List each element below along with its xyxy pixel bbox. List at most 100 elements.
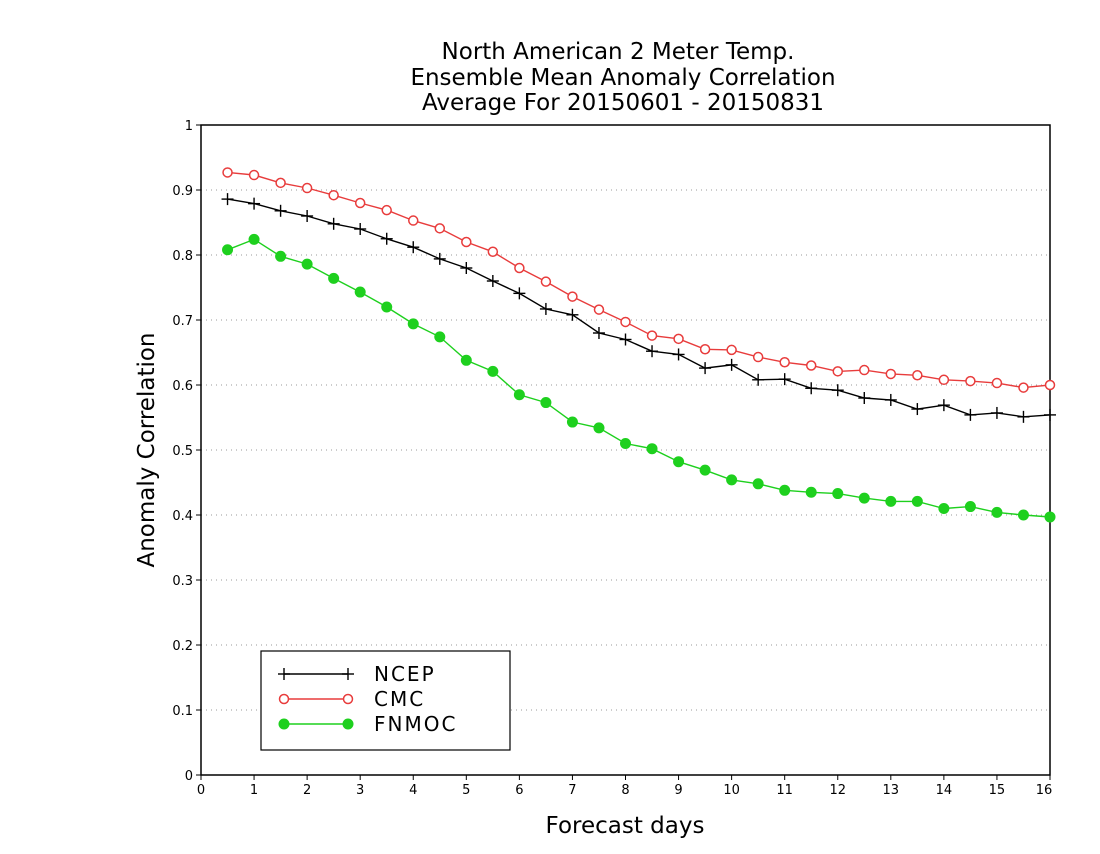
ncep-point: [274, 204, 287, 217]
ncep-point: [566, 308, 579, 321]
ncep-point: [884, 393, 897, 406]
x-tick-label: 4: [409, 783, 417, 798]
fnmoc-point: [726, 474, 738, 486]
cmc-point: [328, 189, 339, 201]
ncep-point: [990, 406, 1003, 419]
y-tick-label: 1: [185, 119, 193, 134]
ncep-point: [778, 373, 791, 386]
cmc-point: [275, 177, 286, 189]
legend-item-ncep: NCEP: [278, 662, 436, 686]
x-axis-title: Forecast days: [546, 813, 705, 839]
x-tick-label: 3: [356, 783, 364, 798]
chart-title-line-2: Ensemble Mean Anomaly Correlation: [410, 65, 835, 91]
series-fnmoc: [222, 233, 1056, 523]
cmc-point: [514, 262, 525, 274]
legend-marker-cmc: [278, 693, 290, 705]
x-tick-label: 16: [1036, 783, 1053, 798]
ncep-point: [1017, 410, 1030, 423]
fnmoc-point: [222, 244, 234, 256]
cmc-point: [222, 167, 233, 178]
ncep-point: [592, 327, 605, 339]
ncep-point: [513, 287, 526, 300]
y-tick-label: 0: [185, 769, 193, 784]
cmc-point: [408, 215, 419, 226]
data-series: [221, 167, 1056, 523]
ncep-point: [380, 232, 393, 245]
fnmoc-point: [434, 331, 446, 343]
cmc-point: [726, 344, 737, 356]
x-tick-label: 15: [989, 783, 1006, 798]
fnmoc-point: [407, 318, 419, 330]
ncep-point: [1044, 408, 1056, 421]
fnmoc-point: [699, 464, 711, 476]
cmc-point: [381, 204, 392, 216]
y-tick-label: 0.5: [172, 444, 193, 459]
ncep-point: [301, 210, 314, 222]
cmc-point: [646, 330, 658, 341]
x-tick-label: 11: [776, 783, 793, 798]
legend-label-fnmoc: FNMOC: [374, 712, 457, 736]
cmc-point: [752, 351, 764, 363]
fnmoc-point: [460, 354, 472, 366]
y-axis-title: Anomaly Correlation: [134, 332, 160, 567]
x-tick-label: 14: [936, 783, 953, 798]
x-tick-label: 7: [568, 783, 576, 798]
fnmoc-point: [275, 250, 287, 262]
x-tick-label: 2: [303, 783, 311, 798]
fnmoc-point: [328, 272, 340, 284]
x-tick-label: 0: [197, 783, 205, 798]
cmc-point: [859, 364, 870, 376]
cmc-point: [540, 276, 552, 287]
legend-marker-cmc: [342, 693, 354, 705]
cmc-point: [1018, 382, 1029, 393]
y-tick-label: 0.6: [172, 379, 193, 394]
ncep-point: [699, 362, 712, 375]
fnmoc-point: [354, 286, 366, 298]
x-tick-label: 9: [674, 783, 682, 798]
cmc-point: [1044, 379, 1056, 391]
y-tick-label: 0.8: [172, 249, 193, 264]
cmc-point: [779, 357, 790, 368]
legend-box: [260, 650, 511, 751]
cmc-point: [938, 374, 950, 386]
ncep-point: [937, 399, 950, 412]
x-tick-label: 6: [515, 783, 523, 798]
legend-label-cmc: CMC: [374, 687, 425, 711]
series-ncep: [221, 193, 1056, 423]
cmc-point: [832, 366, 843, 377]
gridlines: [201, 189, 1050, 711]
ncep-point: [911, 403, 924, 416]
x-tick-label: 10: [723, 783, 740, 798]
fnmoc-point: [938, 503, 950, 514]
legend-marker-fnmoc: [278, 718, 290, 730]
cmc-point: [885, 368, 897, 380]
ncep-point: [460, 262, 473, 274]
fnmoc-point: [832, 488, 844, 500]
fnmoc-point: [593, 422, 605, 434]
ncep-point: [725, 358, 738, 371]
y-tick-label: 0.7: [172, 314, 193, 329]
fnmoc-point: [779, 484, 791, 496]
ncep-point: [354, 223, 367, 235]
ncep-point: [407, 241, 420, 254]
legend-marker-ncep: [278, 668, 290, 680]
fnmoc-point: [805, 486, 817, 498]
ncep-point: [221, 193, 234, 206]
ncep-point: [248, 197, 261, 210]
fnmoc-point: [964, 501, 976, 513]
axis-ticks: 00.10.20.30.40.50.60.70.80.910 1 2 3 4 5 6 7 8 9 1…: [172, 119, 1052, 798]
fnmoc-point: [858, 492, 870, 504]
legend-label-ncep: NCEP: [374, 662, 436, 686]
cmc-line: [227, 171, 1051, 389]
y-tick-label: 0.1: [172, 704, 193, 719]
cmc-point: [487, 246, 499, 257]
fnmoc-point: [1017, 509, 1029, 521]
fnmoc-point: [513, 389, 525, 401]
legend-marker-ncep: [342, 668, 354, 680]
x-tick-label: 13: [883, 783, 900, 798]
cmc-point: [301, 182, 313, 194]
legend-item-fnmoc: FNMOC: [278, 712, 457, 736]
fnmoc-point: [885, 495, 897, 507]
